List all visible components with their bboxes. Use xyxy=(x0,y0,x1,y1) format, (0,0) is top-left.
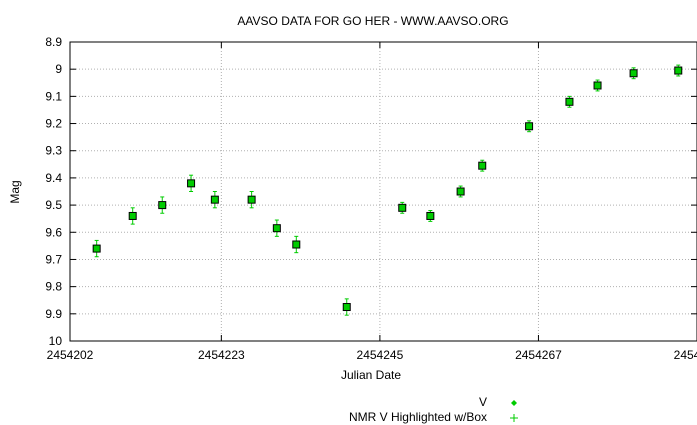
y-tick-label: 9.7 xyxy=(45,252,62,266)
data-point xyxy=(478,159,487,172)
legend-marker-nmr xyxy=(510,414,518,422)
data-point xyxy=(128,207,137,225)
y-tick-label: 10 xyxy=(49,334,63,348)
x-tick-label: 2454223 xyxy=(198,348,245,362)
v-marker xyxy=(595,83,600,88)
v-marker xyxy=(458,189,463,194)
data-point xyxy=(674,64,683,77)
v-marker xyxy=(249,197,254,202)
x-axis-ticks: 2454202 2454223 2454245 2454267 2454289 xyxy=(47,42,697,362)
legend-label-v: V xyxy=(479,395,487,409)
y-tick-label: 9.8 xyxy=(45,280,62,294)
data-point xyxy=(210,191,219,209)
data-point xyxy=(272,219,281,237)
y-tick-label: 9.9 xyxy=(45,307,62,321)
data-point xyxy=(342,298,351,316)
y-tick-label: 9.2 xyxy=(45,117,62,131)
v-marker xyxy=(274,226,279,231)
data-point xyxy=(525,120,534,133)
v-marker xyxy=(480,163,485,168)
v-marker xyxy=(400,205,405,210)
legend-label-nmr: NMR V Highlighted w/Box xyxy=(349,410,487,424)
grid xyxy=(70,41,697,342)
data-point xyxy=(398,201,407,214)
data-point xyxy=(426,210,435,222)
x-tick-label: 2454202 xyxy=(47,348,94,362)
v-marker xyxy=(212,197,217,202)
data-point xyxy=(158,196,167,214)
v-marker xyxy=(631,71,636,76)
x-tick-label: 2454267 xyxy=(515,348,562,362)
y-tick-label: 9 xyxy=(55,62,62,76)
y-axis-label: Mag xyxy=(8,180,22,203)
data-point xyxy=(292,235,301,254)
v-marker xyxy=(94,246,99,251)
v-marker xyxy=(676,68,681,73)
v-marker xyxy=(294,242,299,247)
data-point xyxy=(593,79,602,92)
data-point xyxy=(247,191,256,209)
y-tick-label: 9.1 xyxy=(45,89,62,103)
data-point xyxy=(92,239,101,258)
y-tick-label: 9.6 xyxy=(45,225,62,239)
plot-frame xyxy=(69,41,697,342)
v-marker xyxy=(189,181,194,186)
x-axis-label: Julian Date xyxy=(341,368,401,382)
y-axis-ticks: 8.9 9 9.1 9.2 9.3 9.4 9.5 9.6 9.7 9.8 9.9 10 xyxy=(45,35,697,348)
x-tick-label: 2454245 xyxy=(357,348,404,362)
data-point xyxy=(456,185,465,198)
data-point xyxy=(629,67,638,80)
x-tick-label: 2454289 xyxy=(674,348,697,362)
data-point xyxy=(187,174,196,192)
v-marker xyxy=(567,99,572,104)
v-marker xyxy=(130,213,135,218)
legend: V NMR V Highlighted w/Box xyxy=(349,395,518,424)
chart-title: AAVSO DATA FOR GO HER - WWW.AAVSO.ORG xyxy=(237,14,508,28)
v-marker xyxy=(160,203,165,208)
y-tick-label: 9.4 xyxy=(45,171,62,185)
v-marker xyxy=(527,124,532,129)
y-tick-label: 9.3 xyxy=(45,144,62,158)
v-marker xyxy=(344,305,349,310)
legend-marker-v xyxy=(511,400,517,406)
data-points xyxy=(92,64,683,316)
v-marker xyxy=(428,213,433,218)
y-tick-label: 8.9 xyxy=(45,35,62,49)
data-point xyxy=(565,95,574,108)
y-tick-label: 9.5 xyxy=(45,198,62,212)
